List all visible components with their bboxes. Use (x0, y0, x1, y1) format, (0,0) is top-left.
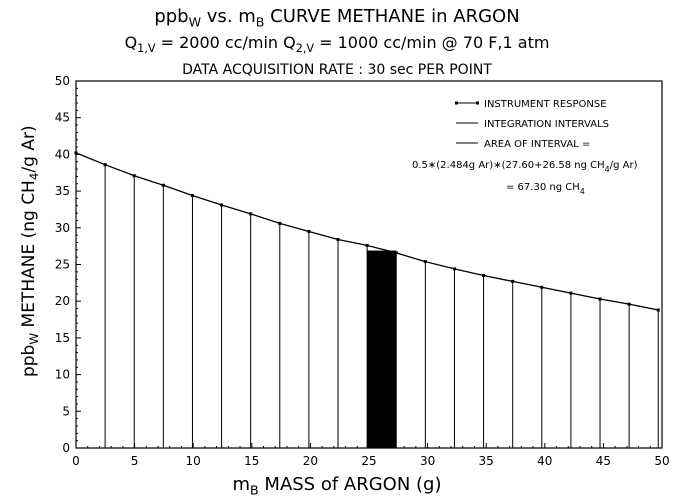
data-point (365, 243, 369, 247)
legend-result: = 67.30 ng CH4 (506, 182, 585, 196)
integration-intervals (104, 164, 659, 448)
data-point (540, 285, 544, 289)
y-tick-label: 40 (55, 147, 70, 161)
data-point (336, 238, 340, 242)
x-tick-label: 50 (654, 454, 669, 468)
legend-marker-left (455, 101, 458, 105)
data-point (627, 302, 631, 306)
x-tick-label: 40 (537, 454, 552, 468)
y-axis-label: ppbW METHANE (ng CH4/g Ar) (18, 125, 42, 378)
legend-marker-right (476, 101, 479, 105)
data-point (569, 291, 573, 295)
legend: INSTRUMENT RESPONSE INTEGRATION INTERVAL… (412, 99, 638, 196)
y-tick-label: 5 (62, 404, 70, 418)
x-tick-label: 0 (72, 454, 80, 468)
y-tick-label: 15 (55, 331, 70, 345)
response-curve (74, 151, 660, 312)
data-point (161, 183, 165, 187)
chart-subtitle-acquisition: DATA ACQUISITION RATE : 30 sec PER POINT (182, 62, 492, 78)
data-point (511, 279, 515, 283)
x-tick-label: 15 (244, 454, 259, 468)
highlighted-interval-bar (367, 250, 397, 448)
y-tick-label: 0 (62, 441, 70, 455)
chart-subtitle-flowrates: Q1,V = 2000 cc/min Q2,V = 1000 cc/min @ … (124, 33, 550, 56)
y-tick-label: 35 (55, 184, 70, 198)
chart-title: ppbW vs. mB CURVE METHANE in ARGON (154, 6, 520, 30)
axes: 0 5 10 15 20 25 30 35 40 45 50 0 5 10 15 20 25 30 35 40 45 50 (55, 74, 670, 468)
data-point (482, 274, 486, 278)
data-point (249, 212, 253, 216)
data-point (394, 251, 398, 255)
data-point (103, 163, 107, 167)
x-tick-label: 45 (596, 454, 611, 468)
data-point (598, 297, 602, 301)
y-tick-label: 50 (55, 74, 70, 88)
y-tick-label: 30 (55, 221, 70, 235)
data-point (220, 203, 224, 207)
x-tick-label: 25 (361, 454, 376, 468)
x-tick-label: 30 (420, 454, 435, 468)
x-tick-label: 10 (186, 454, 201, 468)
legend-item-area: AREA OF INTERVAL = (484, 139, 590, 150)
data-point (452, 267, 456, 271)
y-tick-label: 25 (55, 258, 70, 272)
data-point (423, 260, 427, 264)
data-point (132, 174, 136, 178)
y-tick-label: 20 (55, 294, 70, 308)
legend-item-instrument: INSTRUMENT RESPONSE (484, 99, 607, 110)
x-tick-label: 35 (479, 454, 494, 468)
data-point (656, 308, 660, 312)
y-tick-label: 10 (55, 368, 70, 382)
x-axis-label: mB MASS of ARGON (g) (232, 474, 442, 498)
legend-formula: 0.5∗(2.484g Ar)∗(27.60+26.58 ng CH4/g Ar… (412, 160, 638, 174)
x-tick-label: 20 (303, 454, 318, 468)
legend-item-intervals: INTEGRATION INTERVALS (484, 119, 609, 130)
data-point (190, 194, 194, 198)
data-point (307, 229, 311, 233)
data-point (278, 221, 282, 225)
x-tick-label: 5 (131, 454, 139, 468)
y-tick-label: 45 (55, 111, 70, 125)
